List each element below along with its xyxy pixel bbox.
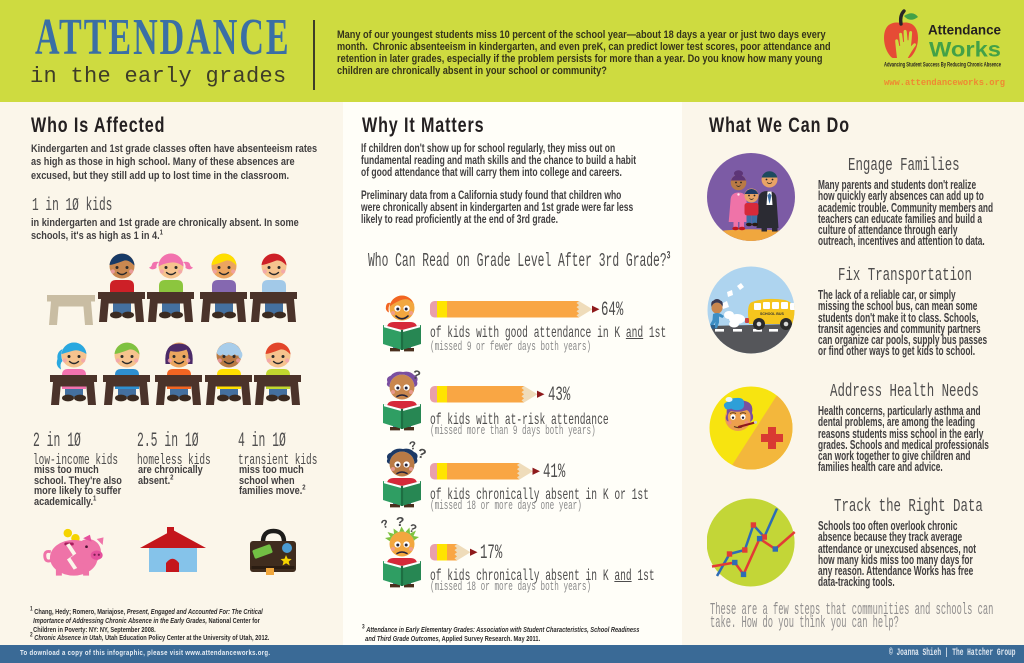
svg-text:Works: Works (929, 39, 1001, 62)
svg-text:Attendance: Attendance (928, 22, 1001, 38)
svg-text:41%: 41% (543, 460, 565, 483)
svg-text:?: ? (408, 439, 418, 454)
svg-text:17%: 17% (480, 541, 502, 564)
svg-text:?: ? (379, 517, 391, 533)
svg-text:www.attendanceworks.org: www.attendanceworks.org (884, 77, 1005, 88)
svg-text:?: ? (407, 521, 419, 537)
svg-text:43%: 43% (548, 383, 570, 406)
svg-text:?: ? (411, 367, 423, 384)
svg-text:?: ? (396, 515, 404, 531)
svg-text:SCHOOL BUS: SCHOOL BUS (760, 312, 784, 316)
svg-text:?: ? (415, 446, 427, 464)
svg-text:Advancing Student Success By R: Advancing Student Success By Reducing Ch… (884, 62, 1001, 69)
svg-text:64%: 64% (601, 298, 623, 321)
